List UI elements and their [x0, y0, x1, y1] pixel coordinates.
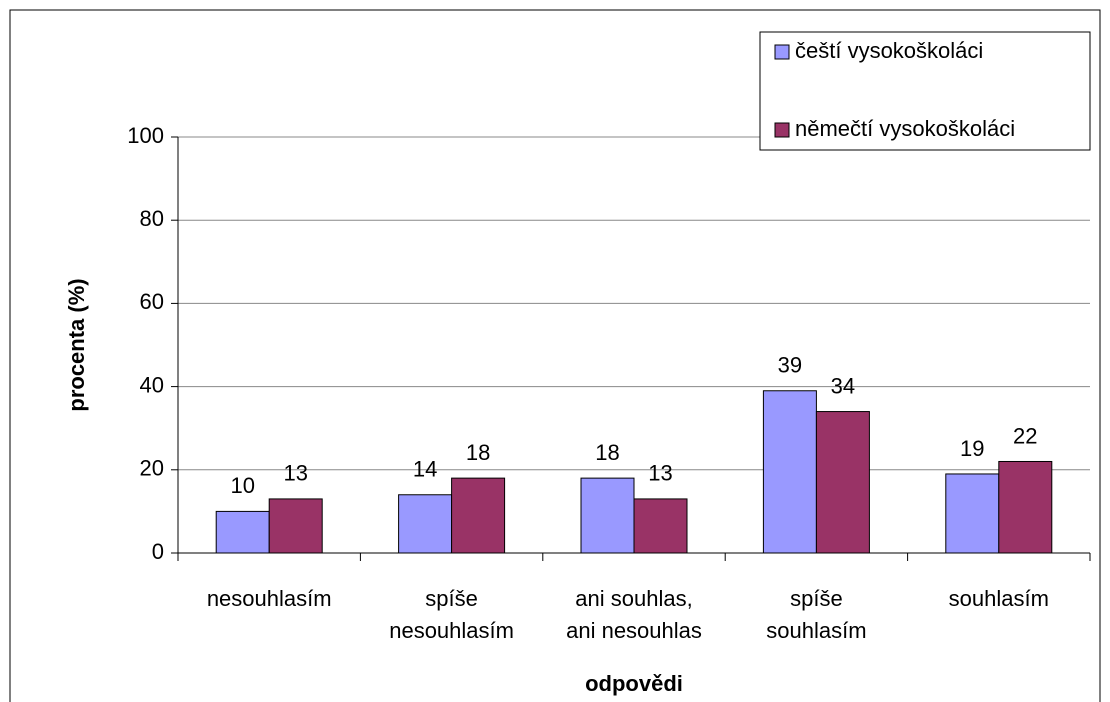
- x-tick-label: souhlasím: [949, 586, 1049, 611]
- y-tick-label: 20: [140, 456, 164, 481]
- chart-frame: [9, 9, 1101, 702]
- legend-label: čeští vysokoškoláci: [795, 38, 983, 63]
- data-label: 18: [466, 440, 490, 465]
- data-label: 13: [648, 461, 672, 486]
- data-label: 22: [1013, 423, 1037, 448]
- x-tick-label: spíše souhlasím: [766, 586, 866, 643]
- bar: [815, 411, 870, 554]
- bar: [580, 477, 635, 554]
- data-label: 39: [778, 353, 802, 378]
- bar: [268, 498, 323, 554]
- y-tick-label: 60: [140, 289, 164, 314]
- bar: [998, 460, 1053, 554]
- legend-label: němečtí vysokoškoláci: [795, 116, 1015, 141]
- bar: [633, 498, 688, 554]
- bar: [762, 390, 817, 554]
- x-tick-label: nesouhlasím: [207, 586, 332, 611]
- legend-swatch: [774, 44, 790, 60]
- bar: [451, 477, 506, 554]
- x-axis-title: odpovědi: [585, 671, 683, 696]
- x-tick-label: ani souhlas, ani nesouhlas: [566, 586, 702, 643]
- legend-box: [759, 31, 1091, 151]
- bar: [398, 494, 453, 554]
- y-tick-label: 0: [152, 539, 164, 564]
- data-label: 10: [230, 473, 254, 498]
- data-label: 13: [283, 461, 307, 486]
- y-axis-title: procenta (%): [64, 278, 89, 411]
- y-tick-label: 100: [127, 123, 164, 148]
- data-label: 34: [831, 373, 855, 398]
- data-label: 19: [960, 436, 984, 461]
- y-tick-label: 40: [140, 372, 164, 397]
- bar: [945, 473, 1000, 554]
- bar: [215, 510, 270, 554]
- x-tick-label: spíše nesouhlasím: [389, 586, 514, 643]
- legend-swatch: [774, 122, 790, 138]
- data-label: 14: [413, 457, 437, 482]
- y-tick-label: 80: [140, 206, 164, 231]
- data-label: 18: [595, 440, 619, 465]
